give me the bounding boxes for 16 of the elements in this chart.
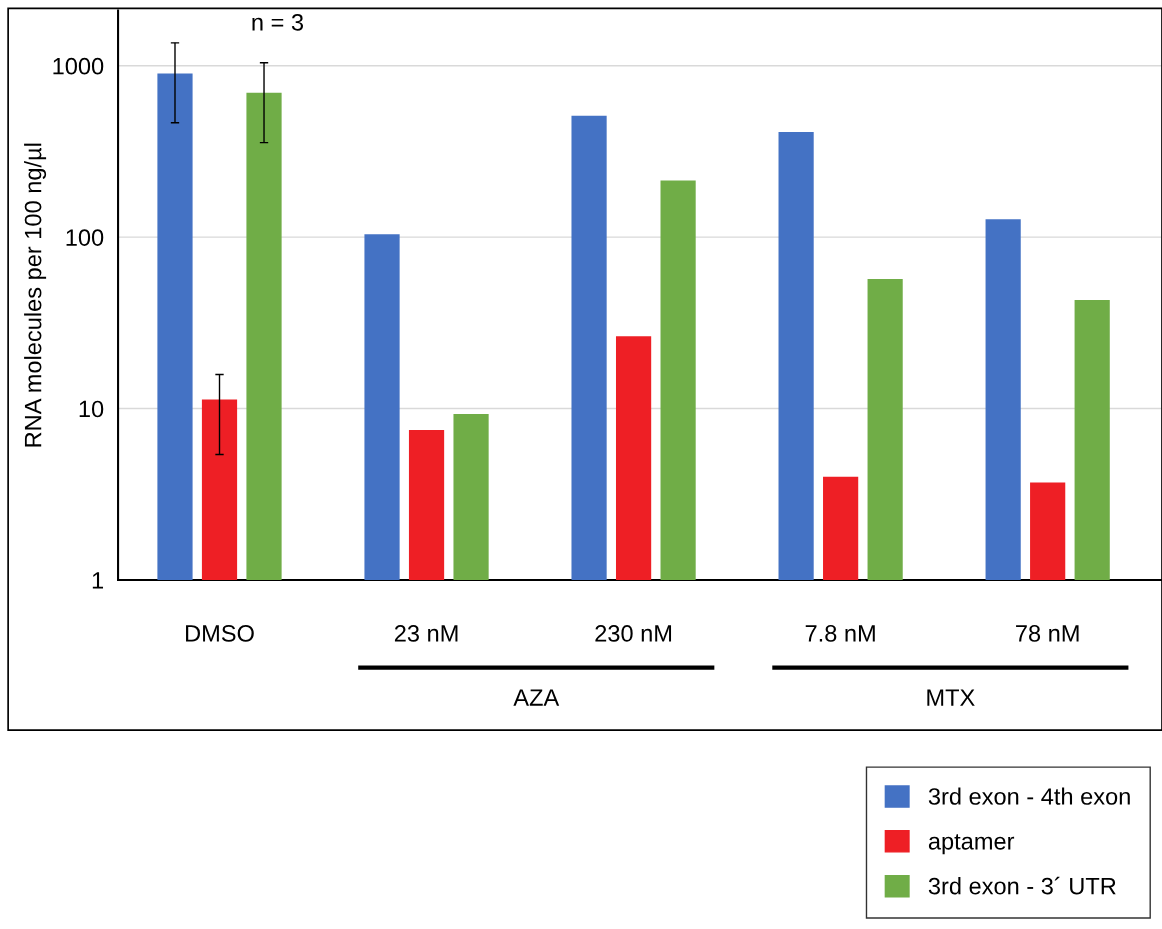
x-tick-label: 230 nM [595,625,672,642]
legend-label: aptamer [928,834,1015,855]
annotation: n = 3 [252,13,304,31]
x-tick-label: 7.8 nM [805,625,875,642]
y-axis-title: RNA molecules per 100 ng/µl [24,143,47,447]
x-tick-label: 78 nM [1016,625,1079,642]
y-tick-label: 1000 [53,57,104,75]
text: MTX [927,689,975,706]
text: AZA [513,689,560,706]
y-tick-label: 10 [79,400,104,418]
x-tick-label: DMSO [186,625,254,642]
y-tick-label: 1 [92,572,104,589]
y-tick-label: 100 [66,229,104,246]
legend-label: 3rd exon - 4th exon [928,787,1130,805]
x-tick-label: 23 nM [394,625,458,642]
legend-label: 3rd exon - 3´ UTR [928,876,1116,895]
